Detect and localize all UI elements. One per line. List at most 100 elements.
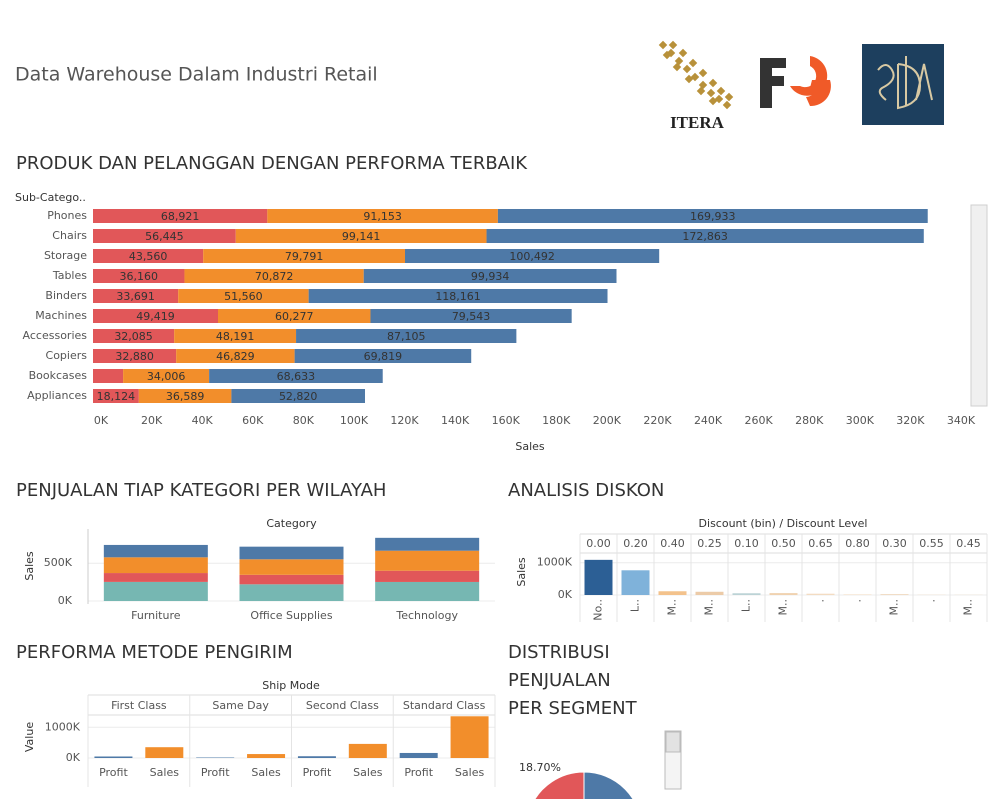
x-tick-label: Profit (99, 766, 128, 779)
x-tick-label: Sales (353, 766, 383, 779)
column-header: 0.45 (956, 537, 981, 550)
column-header: 0.50 (771, 537, 796, 550)
bar-segment (497, 209, 928, 223)
y-tick-label: Storage (44, 249, 87, 262)
bar-segment (375, 570, 480, 582)
bar (297, 756, 336, 758)
data-label: 56,445 (145, 230, 184, 243)
y-tick-label: 0K (66, 751, 81, 764)
pane-header: Second Class (306, 699, 379, 712)
bar-segment (308, 289, 608, 303)
header-label: Discount (bin) / Discount Level (699, 517, 868, 530)
pie-slice (583, 771, 634, 799)
axis-title: Sales (515, 557, 528, 587)
bar (247, 754, 286, 758)
x-tick-label: Profit (404, 766, 433, 779)
y-tick-label: 1000K (45, 720, 81, 733)
bar-segment (486, 229, 924, 243)
bar-segment (375, 550, 480, 571)
x-tick-label: . (925, 599, 938, 603)
bar-segment (93, 329, 175, 343)
bar-segment (235, 229, 487, 243)
header-label: Ship Mode (262, 679, 320, 692)
column-header: 0.55 (919, 537, 944, 550)
data-label: 36,589 (166, 390, 205, 403)
bar-segment (93, 209, 268, 223)
bar-segment (231, 389, 365, 403)
bar-segment (93, 349, 177, 363)
bar-segment (176, 349, 295, 363)
bar-segment (93, 309, 219, 323)
x-tick-label: 100K (340, 414, 369, 427)
bar-segment (218, 309, 371, 323)
pane-header: Standard Class (403, 699, 486, 712)
data-label: 32,085 (114, 330, 153, 343)
data-label: 48,191 (216, 330, 255, 343)
scrollbar[interactable] (970, 204, 988, 407)
data-label: 32,880 (115, 350, 154, 363)
x-tick-label: 180K (542, 414, 571, 427)
data-label: 87,105 (387, 330, 426, 343)
data-label: 172,863 (682, 230, 728, 243)
bar-segment (93, 249, 204, 263)
bar-segment (239, 574, 344, 585)
x-tick-label: M.. (962, 599, 975, 615)
pane-header: First Class (111, 699, 167, 712)
x-tick-label: 260K (745, 414, 774, 427)
x-tick-label: 140K (441, 414, 470, 427)
bar (806, 593, 835, 595)
pane-header: Same Day (212, 699, 269, 712)
bar-segment (103, 581, 208, 601)
bar-segment (93, 289, 179, 303)
bar (769, 593, 798, 595)
bar-segment (138, 389, 232, 403)
column-header: 0.40 (660, 537, 685, 550)
y-tick-label: Phones (47, 209, 87, 222)
data-label: 69,819 (364, 350, 403, 363)
bar-segment (203, 249, 406, 263)
data-label: 52,820 (279, 390, 318, 403)
x-tick-label: 20K (141, 414, 163, 427)
bar-segment (239, 584, 344, 601)
x-tick-label: Technology (395, 609, 458, 622)
bar (658, 591, 687, 595)
pie-slice (534, 771, 585, 799)
chart-title: PRODUK DAN PELANGGAN DENGAN PERFORMA TER… (16, 153, 528, 174)
data-label: 68,921 (161, 210, 200, 223)
y-tick-label: Appliances (27, 389, 87, 402)
column-header: 0.30 (882, 537, 907, 550)
bar (348, 743, 387, 758)
bar-segment (294, 349, 472, 363)
bar-segment (174, 329, 297, 343)
x-tick-label: Sales (150, 766, 180, 779)
data-label: 60,277 (275, 310, 314, 323)
column-header: 0.00 (586, 537, 611, 550)
x-tick-label: Profit (201, 766, 230, 779)
y-tick-label: Chairs (52, 229, 87, 242)
column-header: 0.20 (623, 537, 648, 550)
data-label: 49,419 (136, 310, 175, 323)
bar (145, 747, 184, 758)
bar-segment (375, 537, 480, 551)
chart-title: PENJUALAN (508, 670, 611, 691)
scrollbar[interactable] (664, 730, 682, 790)
bar (94, 756, 133, 758)
axis-title: Sales (515, 440, 545, 453)
data-label: 100,492 (509, 250, 555, 263)
data-label: 70,872 (255, 270, 294, 283)
x-tick-label: 220K (643, 414, 672, 427)
bar-segment (405, 249, 660, 263)
bar (584, 559, 613, 595)
x-tick-label: 300K (846, 414, 875, 427)
axis-title: Sub-Catego.. (15, 191, 86, 204)
y-tick-label: 1000K (537, 556, 573, 569)
bar (880, 594, 909, 595)
x-tick-label: 280K (795, 414, 824, 427)
bar-segment (93, 269, 185, 283)
x-tick-label: 0K (94, 414, 109, 427)
x-tick-label: No.. (592, 599, 605, 621)
chart-title: DISTRIBUSI (508, 642, 610, 663)
y-tick-label: Accessories (23, 329, 88, 342)
bar (843, 594, 872, 595)
